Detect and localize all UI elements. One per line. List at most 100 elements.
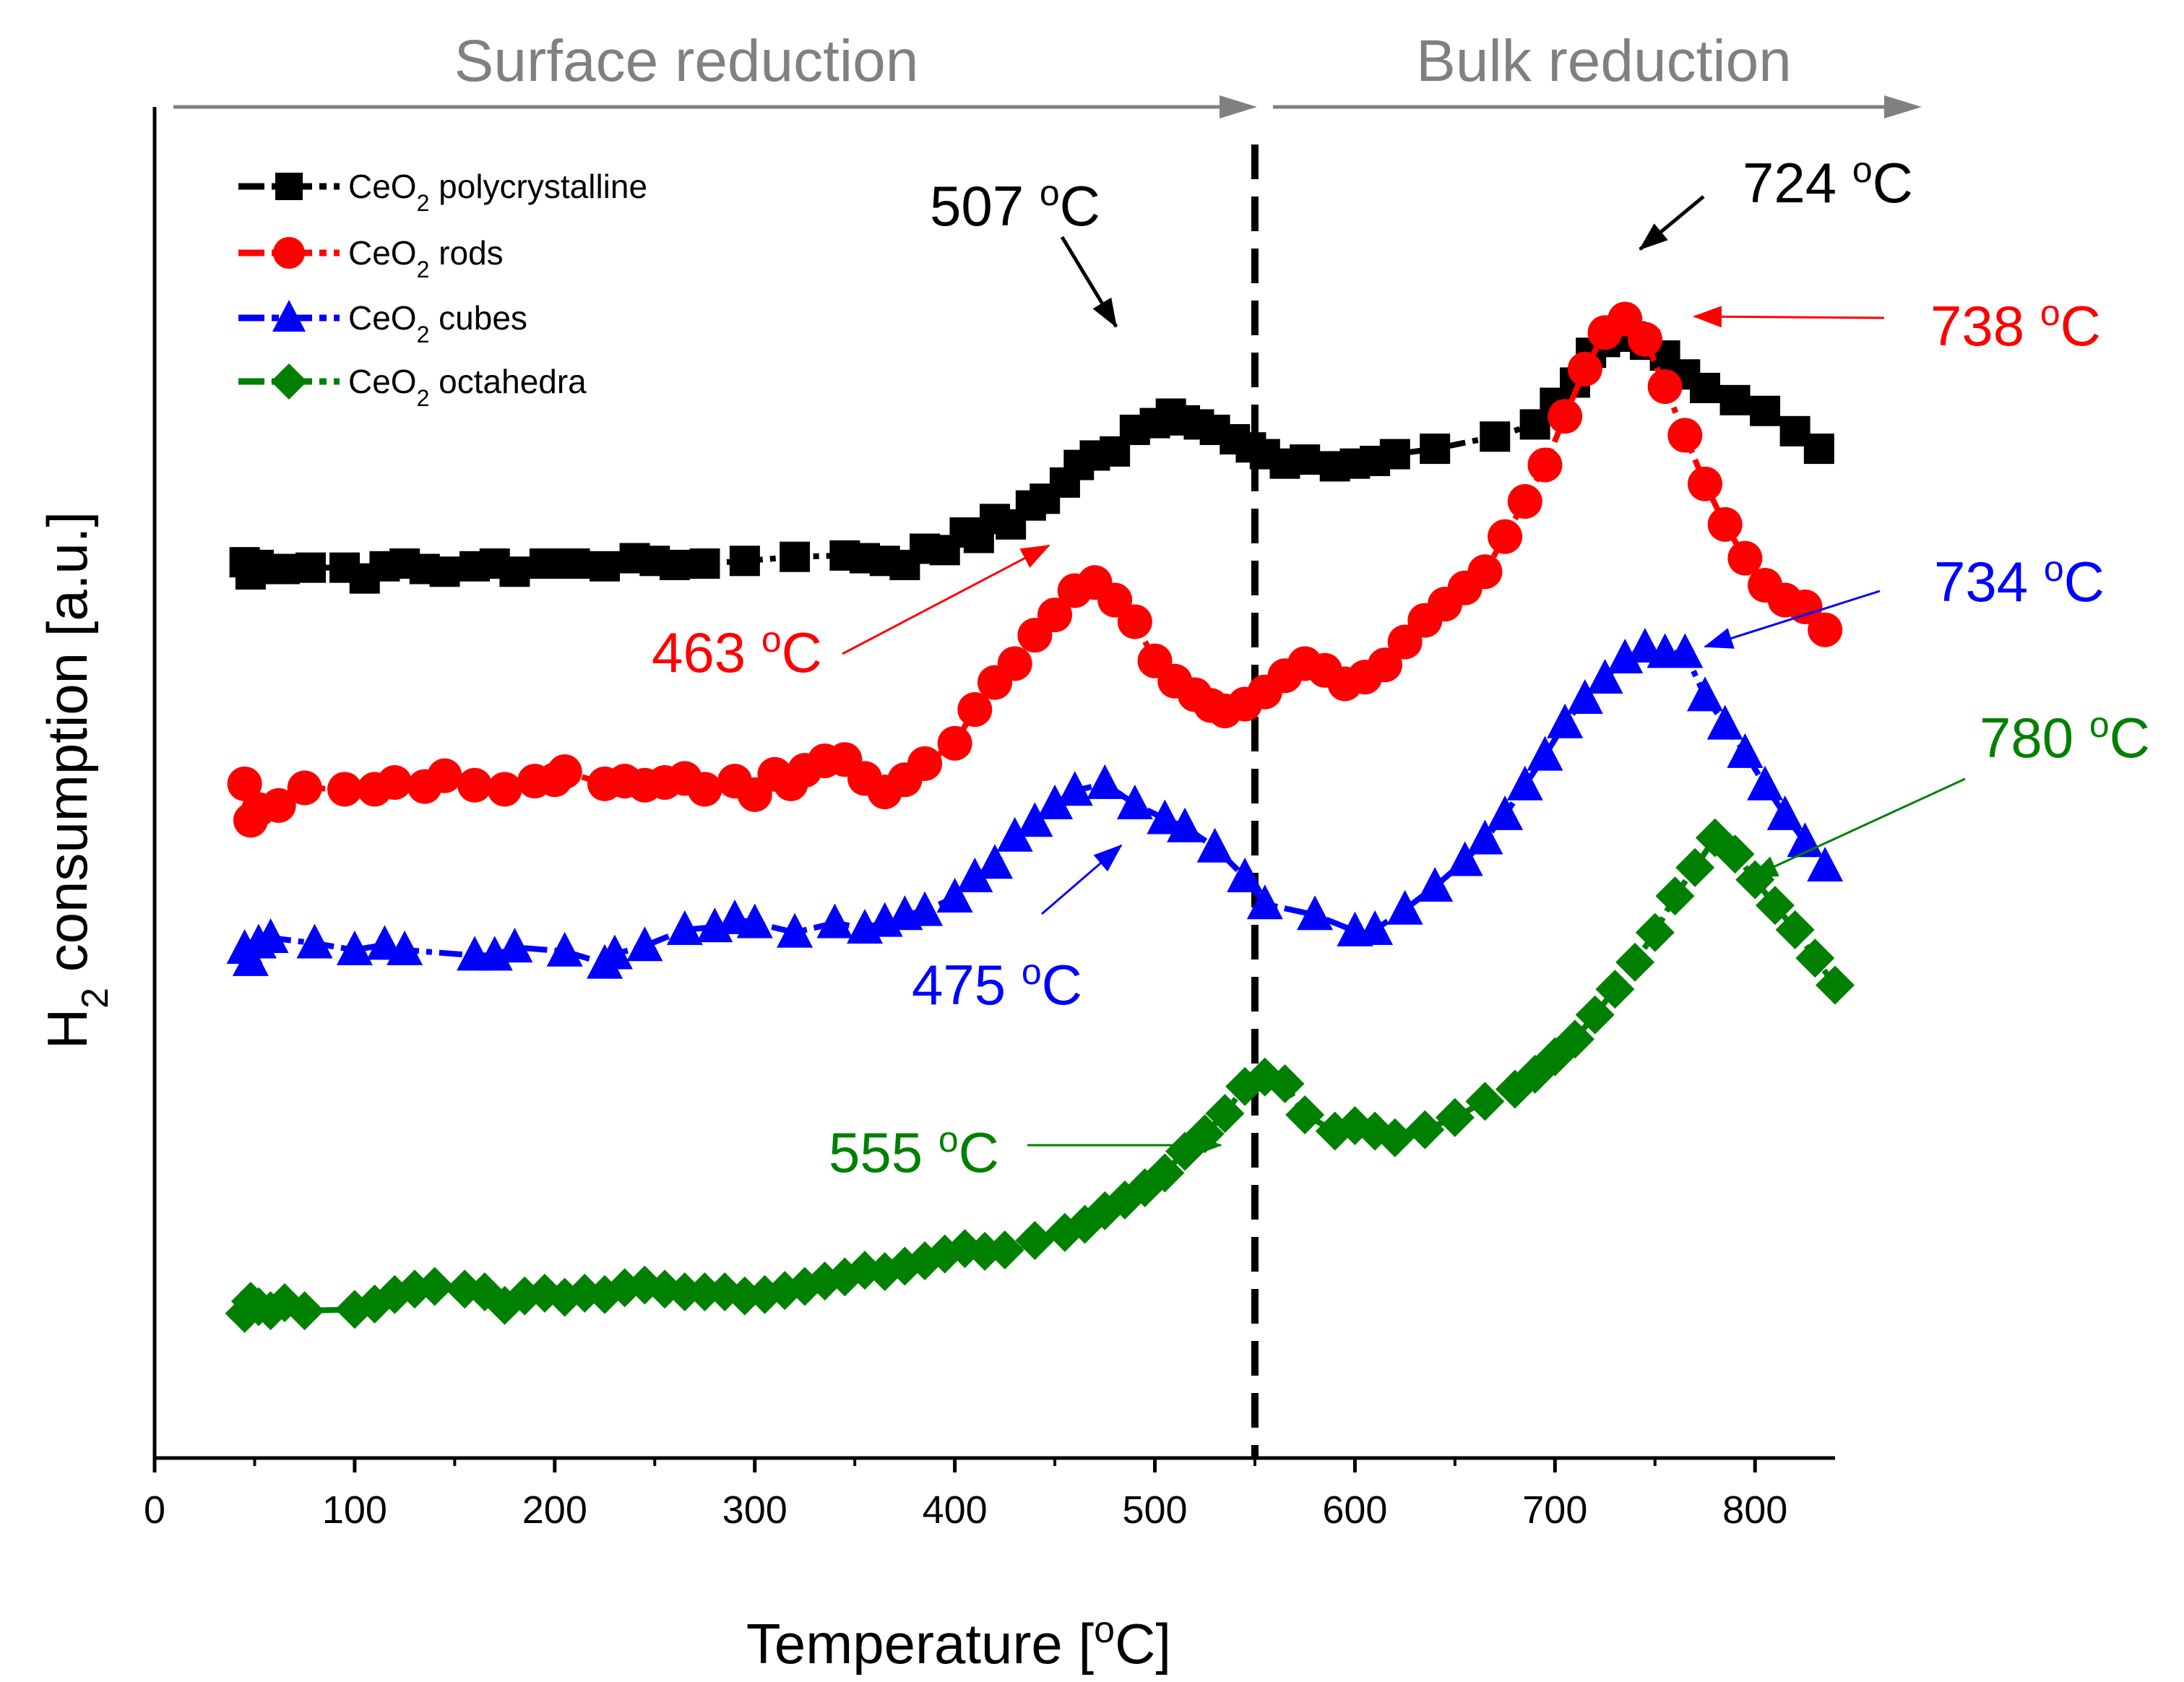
series-cubes bbox=[226, 628, 1844, 979]
data-point-polycrystalline bbox=[1290, 444, 1321, 475]
data-point-rods bbox=[687, 772, 722, 807]
annotation-label: 507 oC bbox=[930, 173, 1100, 238]
legend-marker bbox=[275, 173, 303, 200]
data-point-rods bbox=[1527, 447, 1563, 483]
data-point-octahedra bbox=[1775, 910, 1815, 949]
data-point-cubes bbox=[232, 941, 269, 976]
data-point-cubes bbox=[626, 926, 663, 962]
data-point-cubes bbox=[1727, 733, 1764, 768]
data-point-polycrystalline bbox=[1750, 395, 1781, 426]
data-point-rods bbox=[907, 746, 943, 781]
data-point-octahedra bbox=[1435, 1097, 1475, 1137]
legend-item-cubes: CeO2 cubes bbox=[238, 299, 527, 348]
data-point-octahedra bbox=[285, 1291, 324, 1331]
data-point-rods bbox=[1467, 554, 1503, 590]
data-point-cubes bbox=[1147, 799, 1183, 834]
data-point-cubes bbox=[1386, 889, 1423, 925]
data-point-rods bbox=[1117, 604, 1152, 639]
data-point-rods bbox=[287, 770, 322, 806]
annotation-label: 738 oC bbox=[1930, 293, 2101, 358]
data-point-octahedra bbox=[1265, 1064, 1305, 1104]
data-point-cubes bbox=[1747, 765, 1784, 801]
data-point-octahedra bbox=[1555, 1019, 1595, 1059]
legend-marker bbox=[271, 363, 307, 400]
data-point-cubes bbox=[1357, 910, 1394, 945]
x-ticks: 0 100 200 300 400 500 600 700 800 bbox=[144, 1458, 1787, 1532]
annotation-arrow bbox=[1748, 777, 1966, 879]
data-point-rods bbox=[957, 692, 993, 728]
data-point-octahedra bbox=[985, 1230, 1024, 1270]
legend-item-octahedra: CeO2 octahedra bbox=[238, 363, 587, 411]
data-point-rods bbox=[1787, 589, 1823, 624]
data-point-cubes bbox=[366, 925, 403, 960]
data-point-rods bbox=[1688, 466, 1723, 501]
data-point-cubes bbox=[936, 877, 973, 913]
data-point-cubes bbox=[1527, 736, 1563, 771]
data-point-cubes bbox=[1167, 807, 1204, 842]
data-point-cubes bbox=[666, 910, 703, 945]
data-point-octahedra bbox=[1755, 886, 1795, 926]
data-point-octahedra bbox=[334, 1290, 374, 1329]
data-point-cubes bbox=[1087, 764, 1123, 799]
legend-label: CeO2 octahedra bbox=[348, 363, 587, 411]
data-point-polycrystalline bbox=[559, 548, 590, 579]
peak-annotation-507: 507 oC bbox=[930, 173, 1118, 328]
series-rods bbox=[227, 301, 1843, 838]
data-point-cubes bbox=[996, 816, 1033, 852]
data-point-rods bbox=[427, 758, 462, 793]
data-point-rods bbox=[1627, 322, 1662, 357]
annotation-arrow bbox=[1704, 590, 1881, 649]
peak-annotation-555: 555 oC bbox=[829, 1119, 1222, 1184]
data-point-rods bbox=[1367, 647, 1402, 683]
bulk-reduction-label: Bulk reduction bbox=[1416, 28, 1792, 94]
data-point-octahedra bbox=[1205, 1094, 1245, 1134]
data-point-polycrystalline bbox=[529, 548, 560, 579]
data-point-octahedra bbox=[1795, 939, 1835, 978]
data-point-cubes bbox=[1766, 795, 1803, 830]
data-point-polycrystalline bbox=[1690, 372, 1721, 403]
data-point-cubes bbox=[1417, 866, 1454, 902]
data-point-cubes bbox=[1547, 703, 1584, 738]
legend-marker bbox=[272, 300, 306, 332]
x-tick-label: 100 bbox=[322, 1488, 387, 1532]
x-tick-label: 0 bbox=[144, 1488, 165, 1532]
data-point-polycrystalline bbox=[1719, 384, 1751, 415]
data-point-polycrystalline bbox=[295, 552, 326, 583]
data-point-rods bbox=[997, 646, 1032, 681]
data-point-rods bbox=[1037, 598, 1073, 633]
data-point-cubes bbox=[1587, 659, 1623, 694]
x-tick-label: 300 bbox=[722, 1488, 787, 1532]
y-axis-title: H2 consumption [a.u.] bbox=[35, 512, 116, 1049]
annotation-label: 475 oC bbox=[912, 952, 1082, 1017]
data-point-polycrystalline bbox=[729, 545, 760, 577]
legend-item-polycrystalline: CeO2 polycrystalline bbox=[238, 168, 647, 216]
data-point-cubes bbox=[1056, 771, 1093, 806]
annotation-label: 555 oC bbox=[829, 1119, 999, 1184]
data-point-rods bbox=[227, 766, 262, 801]
x-axis-title: Temperature [oC] bbox=[746, 1609, 1171, 1675]
data-point-polycrystalline bbox=[429, 556, 460, 587]
data-point-rods bbox=[547, 754, 582, 790]
data-point-octahedra bbox=[1595, 970, 1635, 1009]
data-point-octahedra bbox=[1575, 995, 1615, 1035]
data-point-rods bbox=[1507, 484, 1542, 519]
data-point-polycrystalline bbox=[780, 541, 811, 572]
peak-annotation-738: 738 oC bbox=[1693, 293, 2101, 358]
data-point-rods bbox=[261, 788, 296, 823]
peak-annotation-724: 724 oC bbox=[1639, 150, 1913, 251]
annotation-label: 463 oC bbox=[652, 619, 822, 684]
data-point-rods bbox=[457, 767, 493, 803]
data-point-polycrystalline bbox=[590, 551, 621, 582]
data-point-octahedra bbox=[415, 1267, 454, 1306]
data-point-octahedra bbox=[1015, 1220, 1055, 1260]
data-point-cubes bbox=[252, 918, 289, 954]
annotations: 507 oC 724 oC 738 oC 463 oC 734 oC 475 oC 780 … bbox=[652, 150, 2150, 1184]
data-point-octahedra bbox=[1465, 1082, 1505, 1121]
data-point-cubes bbox=[1667, 633, 1704, 668]
data-point-rods bbox=[377, 765, 413, 800]
data-point-polycrystalline bbox=[689, 548, 720, 579]
legend-label: CeO2 cubes bbox=[348, 299, 527, 348]
legend-label: CeO2 polycrystalline bbox=[348, 168, 647, 216]
data-point-cubes bbox=[907, 891, 944, 926]
x-tick-label: 400 bbox=[923, 1488, 988, 1532]
